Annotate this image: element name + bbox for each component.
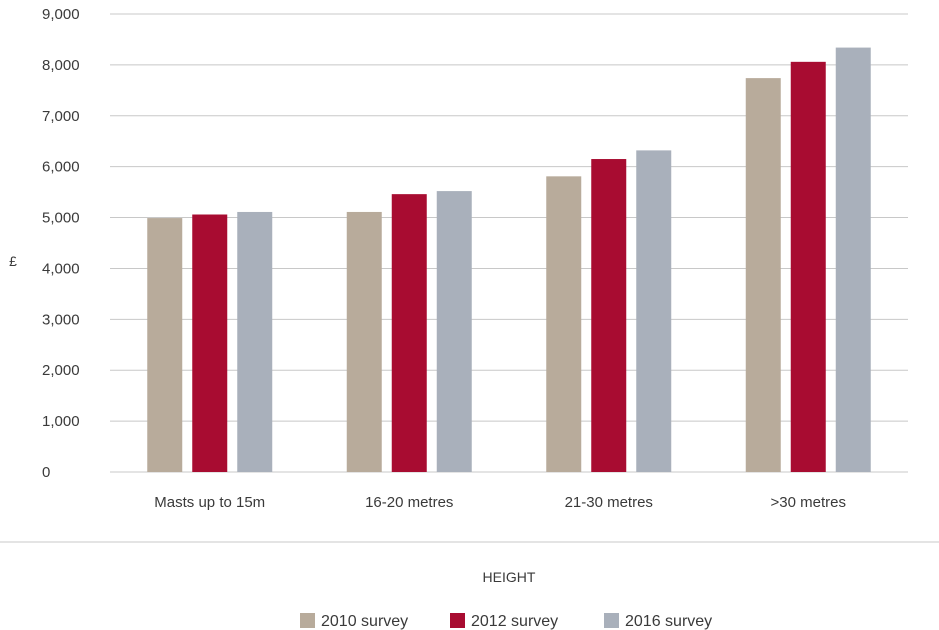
y-tick-label: 1,000 (42, 413, 80, 430)
bars (147, 47, 871, 473)
y-tick-label: 9,000 (42, 6, 80, 23)
y-axis-ticks: 0 1,000 2,000 3,000 4,000 5,000 6,000 7,000 8,00… (42, 6, 80, 481)
bar-2010-survey-3 (546, 176, 582, 472)
bar-2012-survey-2 (391, 194, 427, 472)
bar-2016-survey-2 (436, 191, 472, 473)
bar-2012-survey-4 (790, 61, 826, 472)
x-tick-label: 21-30 metres (565, 494, 653, 511)
bar-2012-survey-3 (591, 159, 627, 473)
y-tick-label: 4,000 (42, 260, 80, 277)
x-tick-label: >30 metres (771, 494, 846, 511)
bar-2016-survey-3 (636, 150, 672, 473)
bar-2010-survey-4 (745, 78, 781, 473)
y-tick-label: 0 (42, 464, 50, 481)
legend-label: 2016 survey (625, 613, 712, 630)
bar-2012-survey-1 (192, 214, 228, 472)
y-tick-label: 8,000 (42, 57, 80, 74)
y-tick-label: 5,000 (42, 210, 80, 227)
legend-label: 2012 survey (471, 613, 558, 630)
bar-2016-survey-4 (835, 47, 871, 472)
legend-swatch (300, 613, 315, 628)
bar-2010-survey-1 (147, 218, 183, 472)
legend-swatch (604, 613, 619, 628)
x-axis-label: HEIGHT (483, 569, 536, 585)
bar-2010-survey-2 (346, 211, 382, 473)
legend: 2010 survey 2012 survey 2016 survey (300, 613, 712, 630)
x-tick-label: Masts up to 15m (154, 494, 265, 511)
legend-label: 2010 survey (321, 613, 408, 630)
y-tick-label: 7,000 (42, 108, 80, 125)
gridlines (110, 13, 908, 473)
y-tick-label: 2,000 (42, 362, 80, 379)
x-tick-label: 16-20 metres (365, 494, 453, 511)
bar-2016-survey-1 (237, 211, 273, 473)
y-tick-label: 3,000 (42, 311, 80, 328)
y-axis-label: £ (9, 253, 17, 269)
legend-swatch (450, 613, 465, 628)
y-tick-label: 6,000 (42, 159, 80, 176)
x-axis-ticks: Masts up to 15m 16-20 metres 21-30 metres >… (154, 494, 846, 511)
